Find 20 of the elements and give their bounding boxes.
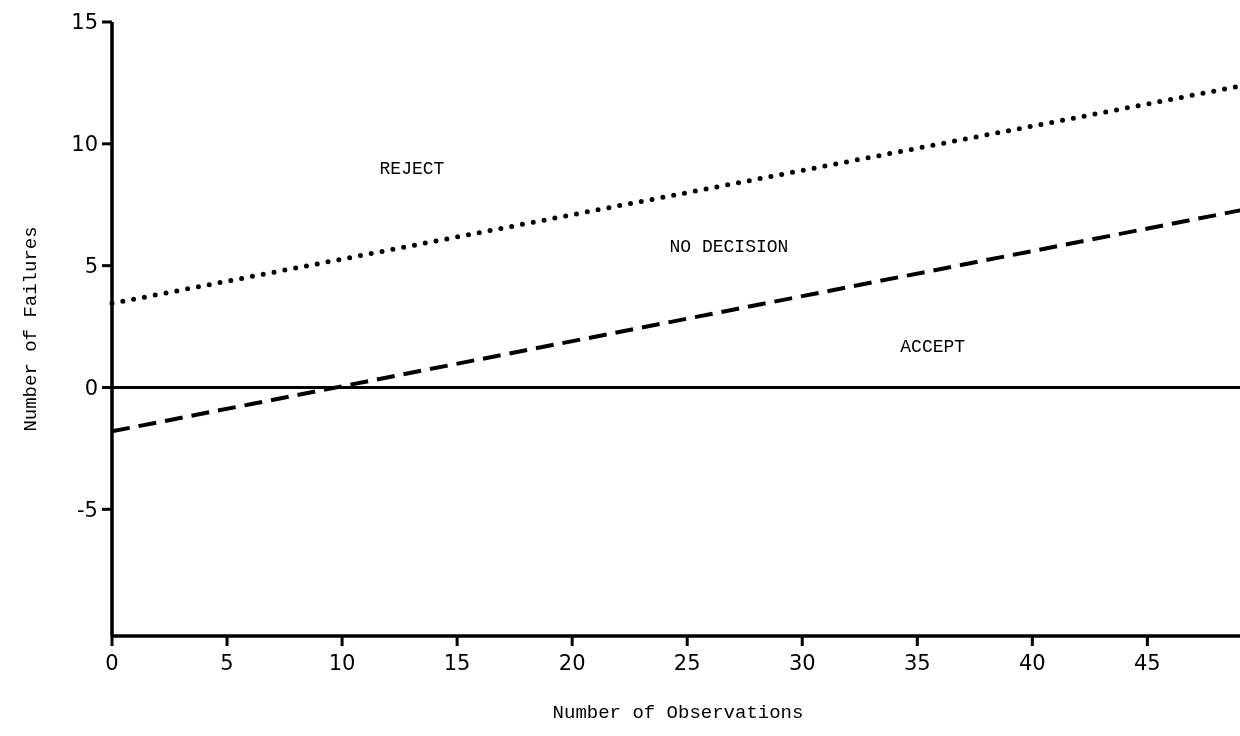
y-tick-label: 10 xyxy=(71,132,98,157)
x-tick-label: 20 xyxy=(558,651,586,675)
x-tick-label: 35 xyxy=(903,651,931,675)
x-tick-label: 25 xyxy=(673,651,701,675)
x-tick-label: 0 xyxy=(105,651,119,675)
x-tick-label: 40 xyxy=(1018,651,1046,675)
x-tick-label: 15 xyxy=(443,651,471,675)
y-axis-title: Number of Failures xyxy=(20,226,42,432)
x-tick-label: 5 xyxy=(220,651,234,675)
y-tick-label: 0 xyxy=(84,375,98,400)
x-tick-label: 10 xyxy=(328,651,356,675)
annotation: REJECT xyxy=(379,159,445,180)
y-tick-label: -5 xyxy=(77,497,98,522)
annotation: ACCEPT xyxy=(900,337,966,358)
x-axis-title: Number of Observations xyxy=(552,702,804,724)
x-tick-label: 45 xyxy=(1134,651,1161,675)
annotation: NO DECISION xyxy=(669,237,789,258)
y-tick-label: 15 xyxy=(71,10,98,35)
x-tick-label: 30 xyxy=(788,651,816,675)
y-tick-label: 5 xyxy=(84,254,98,278)
